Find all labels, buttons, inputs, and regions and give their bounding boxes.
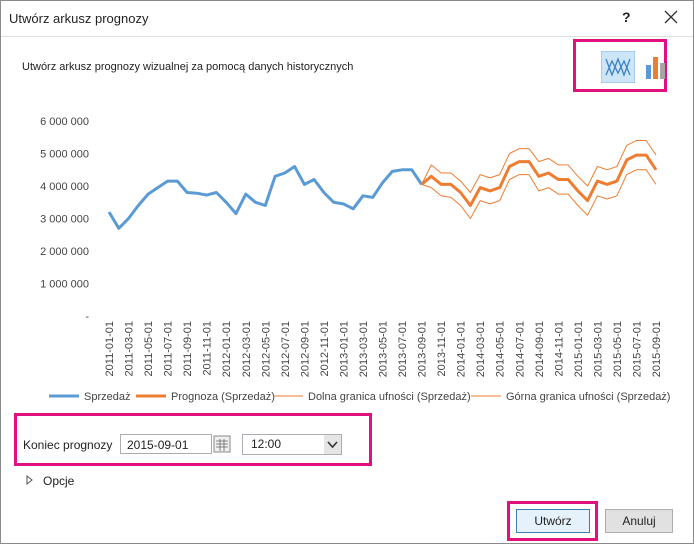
chart: - 1 000 000 2 000 000 3 000 000 4 000 000 5 0… [40, 116, 670, 403]
highlight [573, 39, 667, 92]
x-tick-label: 2013-03-01 [358, 321, 370, 377]
dropdown-arrow [324, 435, 341, 454]
x-tick-label: 2012-01-01 [221, 321, 233, 377]
close-button[interactable] [661, 7, 681, 27]
x-tick-label: 2012-09-01 [299, 321, 311, 377]
x-tick-label: 2015-01-01 [573, 321, 585, 377]
highlight [507, 501, 598, 541]
series-line [420, 153, 658, 207]
date-input[interactable]: 2015-09-01 [120, 434, 212, 454]
y-tick-label: 5 000 000 [40, 149, 89, 161]
x-tick-label: 2011-11-01 [202, 321, 214, 376]
legend-label: Dolna granica ufności (Sprzedaż) [308, 391, 471, 403]
time-select[interactable]: 12:00 [242, 434, 342, 455]
x-tick-label: 2014-01-01 [456, 321, 468, 377]
legend-label: Górna granica ufności (Sprzedaż) [506, 391, 670, 403]
y-tick-label: 2 000 000 [40, 246, 89, 258]
legend-label: Prognoza (Sprzedaż) [171, 391, 275, 403]
help-button[interactable]: ? [622, 9, 631, 25]
x-tick-label: 2013-07-01 [397, 321, 409, 377]
x-tick-label: 2011-01-01 [104, 321, 116, 376]
x-tick-label: 2011-07-01 [163, 321, 175, 376]
x-tick-label: 2015-09-01 [651, 321, 663, 377]
x-tick-label: 2013-11-01 [436, 321, 448, 376]
x-tick-label: 2011-09-01 [182, 321, 194, 376]
x-tick-label: 2012-07-01 [280, 321, 292, 377]
highlight [14, 413, 372, 466]
y-tick-label: 3 000 000 [40, 214, 89, 226]
dialog-title: Utwórz arkusz prognozy [9, 11, 149, 26]
series-line [421, 140, 657, 193]
x-tick-label: 2015-07-01 [631, 321, 643, 377]
description: Utwórz arkusz prognozy wizualnej za pomo… [22, 61, 354, 73]
y-tick-label: 1 000 000 [40, 279, 89, 291]
calendar-button[interactable] [213, 435, 231, 453]
x-tick-label: 2011-03-01 [124, 321, 136, 376]
legend-label: Sprzedaż [84, 391, 130, 403]
y-tick-label: - [85, 311, 89, 323]
expand-icon[interactable] [25, 475, 35, 485]
x-tick-label: 2012-03-01 [241, 321, 253, 377]
column-chart-option[interactable] [645, 55, 667, 79]
x-tick-label: 2015-05-01 [612, 321, 624, 377]
create-button[interactable]: Utwórz [516, 509, 590, 533]
x-tick-label: 2014-03-01 [475, 321, 487, 377]
x-tick-label: 2013-01-01 [338, 321, 350, 377]
time-value: 12:00 [251, 437, 282, 451]
y-tick-label: 6 000 000 [40, 116, 89, 128]
x-tick-label: 2013-05-01 [378, 321, 390, 377]
cancel-button[interactable]: Anuluj [605, 509, 673, 533]
line-chart-option[interactable] [601, 51, 635, 83]
end-label: Koniec prognozy [23, 438, 113, 452]
x-tick-label: 2015-03-01 [592, 321, 604, 377]
x-tick-label: 2014-09-01 [534, 321, 546, 377]
x-tick-label: 2011-05-01 [143, 321, 155, 376]
x-tick-label: 2012-05-01 [260, 321, 272, 377]
x-tick-label: 2014-11-01 [553, 321, 565, 376]
separator [1, 36, 693, 37]
x-tick-label: 2013-09-01 [417, 321, 429, 377]
x-tick-label: 2014-07-01 [514, 321, 526, 377]
x-tick-label: 2012-11-01 [319, 321, 331, 376]
x-tick-label: 2014-05-01 [495, 321, 507, 377]
series-line [421, 169, 657, 219]
y-tick-label: 4 000 000 [40, 181, 89, 193]
series-line [107, 165, 423, 230]
options-toggle[interactable]: Opcje [43, 474, 75, 488]
